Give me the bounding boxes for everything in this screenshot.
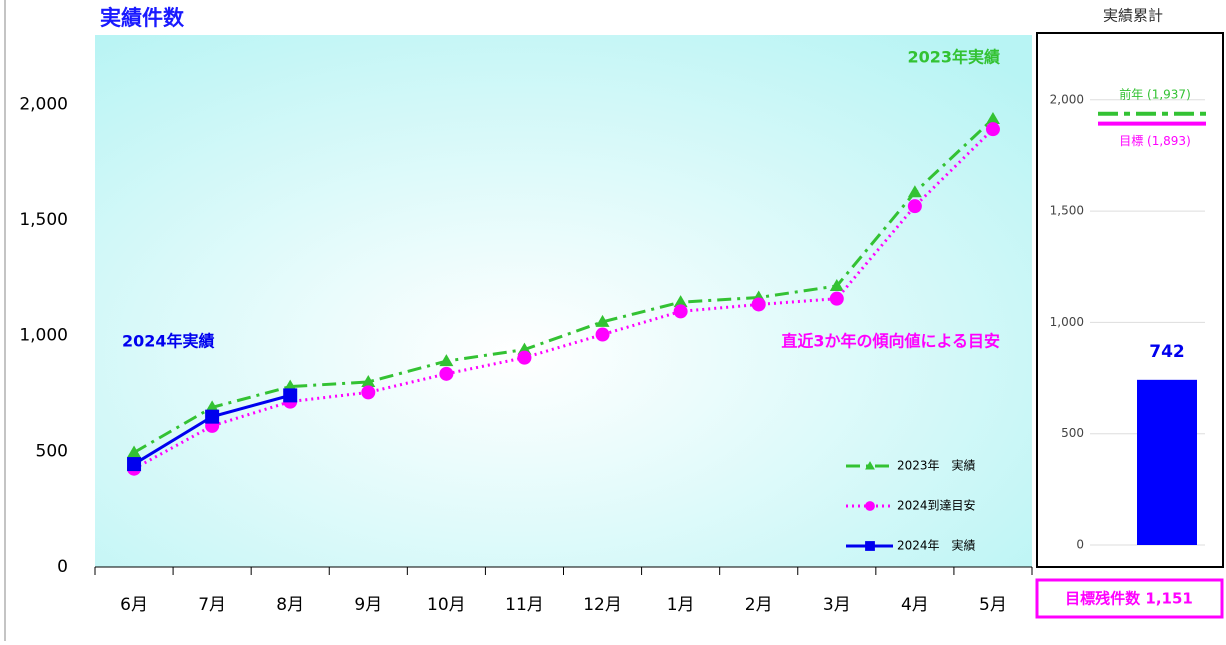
side-title: 実績累計 <box>1103 7 1163 25</box>
reference-label: 目標 (1,893) <box>1119 134 1191 148</box>
reference-label: 前年 (1,937) <box>1119 86 1191 101</box>
y-tick-label: 1,500 <box>1050 204 1084 218</box>
x-tick-label: 9月 <box>354 595 382 615</box>
marker <box>517 350 532 365</box>
marker <box>517 342 532 355</box>
chart-title: 実績件数 <box>100 6 185 30</box>
bar <box>1137 379 1197 545</box>
marker <box>439 354 454 367</box>
series-line <box>133 128 995 471</box>
x-tick-label: 4月 <box>901 595 929 615</box>
marker <box>751 297 766 312</box>
y-tick-label: 500 <box>36 441 68 461</box>
legend-marker <box>865 541 875 551</box>
x-tick-label: 3月 <box>823 595 851 615</box>
bar-label: 742 <box>1149 342 1185 362</box>
x-tick-label: 8月 <box>276 595 304 615</box>
series-line <box>133 117 994 454</box>
y-tick-label: 1,000 <box>19 326 68 346</box>
x-tick-label: 2月 <box>745 595 773 615</box>
legend-label: 2024到達目安 <box>897 498 976 513</box>
x-tick-label: 7月 <box>198 595 226 615</box>
marker <box>205 409 220 424</box>
marker <box>205 400 220 413</box>
legend-label: 2023年 実績 <box>897 458 976 473</box>
x-tick-label: 6月 <box>120 595 148 615</box>
legend-marker <box>865 501 875 511</box>
y-tick-label: 2,000 <box>19 94 68 114</box>
footer-text: 目標残件数 1,151 <box>1065 590 1193 608</box>
marker <box>361 385 376 400</box>
plot-area <box>95 35 1032 567</box>
marker <box>361 374 376 387</box>
marker <box>595 327 610 342</box>
marker <box>907 199 922 214</box>
annotation: 直近3か年の傾向値による目安 <box>781 332 1000 351</box>
footer-box <box>1035 578 1224 619</box>
y-tick-label: 1,000 <box>1050 315 1084 329</box>
marker <box>283 388 298 403</box>
marker <box>439 366 454 381</box>
marker <box>829 278 844 291</box>
marker <box>985 122 1000 137</box>
y-tick-label: 1,500 <box>19 210 68 230</box>
marker <box>127 445 142 458</box>
x-tick-label: 11月 <box>505 595 544 615</box>
marker <box>985 111 1000 124</box>
annotation: 2024年実績 <box>122 332 215 351</box>
legend-label: 2024年 実績 <box>897 538 976 553</box>
y-tick-label: 2,000 <box>1050 92 1084 106</box>
annotation: 2023年実績 <box>907 48 1000 67</box>
marker <box>673 304 688 319</box>
marker <box>595 314 610 327</box>
y-tick-label: 500 <box>1061 426 1084 440</box>
legend-marker <box>865 461 875 470</box>
y-tick-label: 0 <box>1076 538 1084 552</box>
x-tick-label: 12月 <box>583 595 622 615</box>
x-tick-label: 1月 <box>667 595 695 615</box>
x-tick-label: 5月 <box>979 595 1007 615</box>
marker <box>907 185 922 198</box>
marker <box>829 291 844 306</box>
marker <box>127 457 142 472</box>
y-tick-label: 0 <box>57 557 68 577</box>
marker <box>673 295 688 308</box>
x-tick-label: 10月 <box>427 595 466 615</box>
